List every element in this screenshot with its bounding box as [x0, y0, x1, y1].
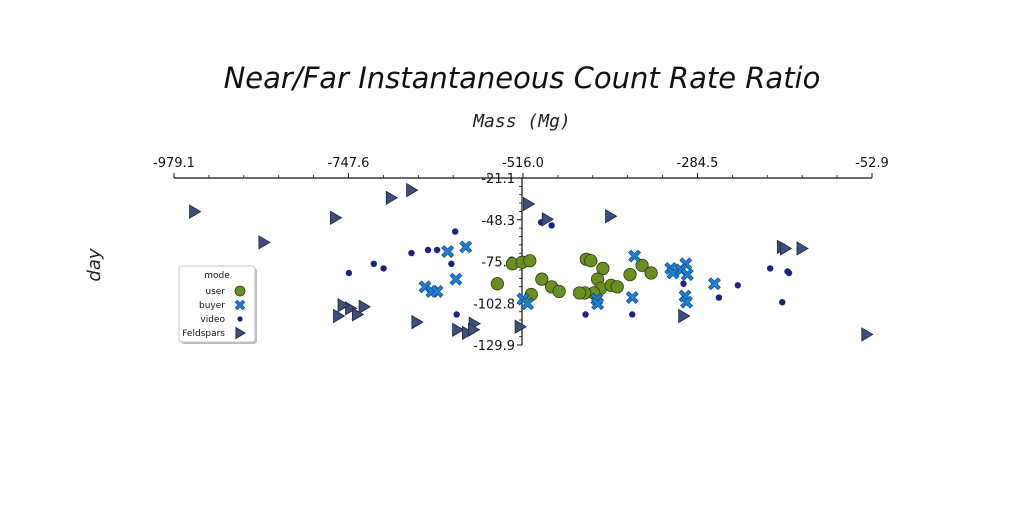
video-point	[734, 282, 741, 289]
legend-title: mode	[204, 271, 230, 281]
feldspars-point	[541, 212, 555, 227]
buyer-point	[430, 285, 444, 298]
buyer-point	[441, 245, 455, 258]
video-point	[766, 265, 774, 272]
y-tick-label: -21.1	[481, 172, 515, 187]
video-point	[451, 228, 459, 235]
buyer-point	[591, 297, 605, 311]
user-point	[635, 258, 649, 272]
y-tick-label: -75.6	[481, 256, 515, 271]
feldspars-point	[452, 322, 465, 338]
chart-title: Near/Far Instantaneous Count Rate Ratio	[224, 61, 821, 95]
video-point	[370, 260, 377, 268]
buyer-point	[680, 295, 693, 309]
feldspars-point	[406, 182, 419, 198]
buyer-point	[625, 291, 639, 304]
buyer-point	[666, 266, 680, 280]
series-buyer	[418, 240, 721, 311]
legend-marker-feldspars	[235, 326, 247, 340]
video-point	[582, 311, 589, 318]
user-point	[552, 284, 566, 299]
video-point	[345, 269, 353, 277]
video-point	[424, 246, 432, 254]
x-tick-label: -516.0	[502, 156, 544, 171]
feldspars-point	[461, 325, 475, 341]
buyer-point	[521, 297, 534, 311]
user-point	[596, 261, 610, 276]
x-tick-label: -284.5	[677, 156, 719, 171]
y-tick-label: -102.8	[473, 297, 515, 312]
buyer-point	[680, 268, 694, 281]
video-point	[453, 311, 460, 318]
video-point	[408, 249, 415, 257]
feldspars-point	[351, 307, 365, 322]
feldspars-point	[678, 308, 691, 324]
feldspars-point	[779, 241, 793, 256]
video-point	[629, 311, 636, 318]
feldspars-point	[330, 210, 343, 225]
user-point	[523, 254, 537, 268]
video-point	[785, 269, 793, 277]
buyer-point	[628, 249, 641, 263]
legend-label: video	[200, 315, 225, 325]
legend: mode user buyer video Feldspars	[178, 265, 257, 344]
user-point	[623, 267, 637, 282]
series-video	[345, 219, 793, 318]
user-point	[572, 286, 587, 300]
feldspars-point	[189, 204, 202, 219]
data-points	[189, 182, 874, 342]
feldspars-point	[523, 196, 536, 212]
legend-label: Feldspars	[182, 329, 225, 339]
feldspars-point	[796, 241, 809, 256]
video-point	[448, 260, 455, 268]
user-point	[535, 272, 549, 286]
buyer-point	[707, 277, 721, 291]
series-user	[490, 252, 658, 302]
video-point	[779, 298, 786, 306]
y-tick-label: -48.3	[481, 214, 515, 229]
legend-marker-user	[234, 285, 246, 297]
legend-box	[178, 265, 256, 343]
x-axis-label: Mass (Mg)	[472, 111, 571, 132]
legend-marker-video	[237, 316, 243, 322]
user-point	[610, 280, 624, 294]
video-point	[380, 265, 387, 272]
legend-label: user	[205, 287, 225, 297]
series-feldspars	[189, 182, 874, 342]
feldspars-point	[514, 319, 527, 334]
y-axis-label: day	[84, 248, 105, 281]
feldspars-point	[385, 190, 399, 206]
feldspars-point	[411, 314, 424, 330]
feldspars-point	[337, 298, 350, 313]
y-tick-label: -129.9	[473, 339, 515, 354]
legend-label: buyer	[199, 301, 225, 311]
buyer-point	[449, 272, 463, 286]
user-point	[584, 254, 598, 268]
user-point	[490, 277, 504, 291]
buyer-point	[459, 240, 473, 254]
video-point	[680, 280, 687, 287]
user-point	[644, 266, 658, 280]
feldspars-point	[358, 299, 371, 314]
axes: -979.1 -747.6 -516.0 -284.5 -52.9 -21.1 -48.3 -…	[153, 156, 889, 354]
video-point	[715, 294, 723, 301]
x-tick-label: -747.6	[328, 156, 370, 171]
video-point	[433, 246, 441, 254]
feldspars-point	[333, 308, 346, 324]
video-point	[548, 222, 555, 229]
feldspars-point	[258, 235, 271, 250]
legend-marker-buyer	[234, 299, 246, 311]
feldspars-point	[861, 327, 874, 342]
x-tick-label: -52.9	[855, 156, 889, 171]
feldspars-point	[467, 322, 481, 338]
feldspars-point	[605, 209, 618, 224]
x-tick-label: -979.1	[153, 156, 195, 171]
